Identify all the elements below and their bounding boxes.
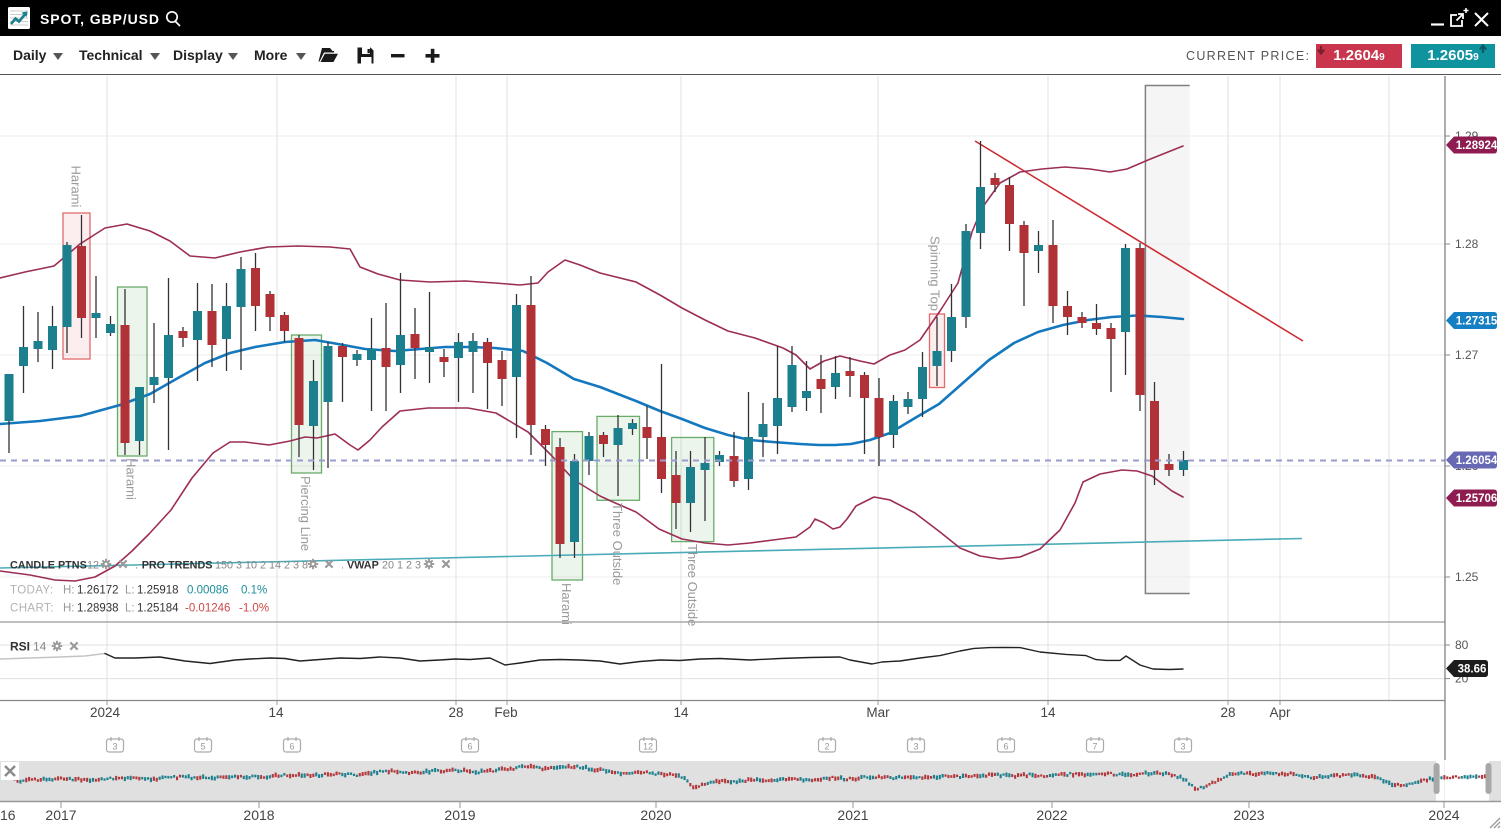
svg-text:1.27: 1.27 — [1455, 348, 1479, 362]
svg-text:20 1 2 3: 20 1 2 3 — [382, 560, 421, 572]
svg-text:L:: L: — [125, 603, 135, 615]
svg-text:28: 28 — [1220, 705, 1235, 720]
svg-text:12: 12 — [87, 560, 99, 572]
svg-text:-1.0%: -1.0% — [239, 603, 269, 615]
svg-text:.: . — [135, 560, 138, 572]
svg-text:1.25706: 1.25706 — [1456, 493, 1498, 505]
svg-text:5: 5 — [200, 742, 205, 752]
svg-text:H:: H: — [63, 585, 75, 597]
svg-text:3: 3 — [112, 742, 117, 752]
svg-text:2018: 2018 — [243, 807, 274, 823]
svg-text:CANDLE PTNS: CANDLE PTNS — [10, 560, 87, 572]
svg-text:1.25: 1.25 — [1455, 570, 1479, 584]
svg-text:H:: H: — [63, 603, 75, 615]
svg-text:PRO TRENDS: PRO TRENDS — [142, 560, 213, 572]
svg-text:16: 16 — [0, 807, 16, 823]
svg-text:Feb: Feb — [494, 705, 517, 720]
svg-text:Harami: Harami — [124, 458, 139, 500]
svg-text:2020: 2020 — [640, 807, 671, 823]
svg-text:38.66: 38.66 — [1458, 664, 1487, 676]
svg-text:2024: 2024 — [90, 705, 121, 720]
svg-text:Three Outside: Three Outside — [610, 503, 625, 585]
svg-text:Mar: Mar — [866, 705, 890, 720]
svg-text:Three Outside: Three Outside — [685, 544, 700, 626]
svg-text:.: . — [341, 560, 344, 572]
svg-text:1.25184: 1.25184 — [137, 603, 179, 615]
svg-text:2019: 2019 — [444, 807, 475, 823]
svg-text:6: 6 — [289, 742, 294, 752]
svg-text:0.1%: 0.1% — [241, 585, 267, 597]
svg-text:CHART:: CHART: — [10, 603, 54, 615]
svg-text:7: 7 — [1092, 742, 1097, 752]
svg-text:Piercing Line: Piercing Line — [298, 476, 313, 551]
svg-text:3: 3 — [913, 742, 918, 752]
svg-text:1.27315: 1.27315 — [1456, 316, 1498, 328]
svg-text:14: 14 — [673, 705, 689, 720]
svg-text:1.25918: 1.25918 — [137, 585, 179, 597]
svg-text:Harami: Harami — [559, 583, 574, 625]
svg-text:2022: 2022 — [1036, 807, 1067, 823]
svg-text:28: 28 — [448, 705, 463, 720]
svg-text:2021: 2021 — [837, 807, 868, 823]
svg-text:150 3 10 2 14 2 3 8: 150 3 10 2 14 2 3 8 — [215, 560, 308, 572]
svg-text:TODAY:: TODAY: — [10, 585, 54, 597]
svg-text:1.28924: 1.28924 — [1456, 140, 1498, 152]
svg-text:Harami: Harami — [69, 166, 84, 208]
svg-text:Spinning Top: Spinning Top — [928, 236, 943, 311]
svg-text:SPOT, GBP/USD: SPOT, GBP/USD — [40, 11, 160, 27]
svg-text:14: 14 — [1040, 705, 1056, 720]
svg-text:2017: 2017 — [45, 807, 76, 823]
svg-text:RSI: RSI — [10, 640, 30, 654]
svg-text:VWAP: VWAP — [347, 560, 379, 572]
svg-text:6: 6 — [1003, 742, 1008, 752]
svg-text:2: 2 — [824, 742, 829, 752]
svg-text:1.28: 1.28 — [1455, 237, 1479, 251]
svg-text:1.26172: 1.26172 — [77, 585, 119, 597]
svg-text:2024: 2024 — [1428, 807, 1459, 823]
svg-text:14: 14 — [33, 640, 47, 654]
svg-text:1.28938: 1.28938 — [77, 603, 119, 615]
svg-text:6: 6 — [467, 742, 472, 752]
svg-text:12: 12 — [643, 742, 653, 752]
svg-text:-0.01246: -0.01246 — [185, 603, 230, 615]
svg-text:14: 14 — [268, 705, 284, 720]
svg-text:2023: 2023 — [1233, 807, 1264, 823]
svg-text:3: 3 — [1180, 742, 1185, 752]
svg-text:0.00086: 0.00086 — [187, 585, 229, 597]
svg-text:1.26054: 1.26054 — [1456, 455, 1498, 467]
svg-text:L:: L: — [125, 585, 135, 597]
svg-text:80: 80 — [1455, 638, 1469, 652]
svg-text:Apr: Apr — [1269, 705, 1291, 720]
